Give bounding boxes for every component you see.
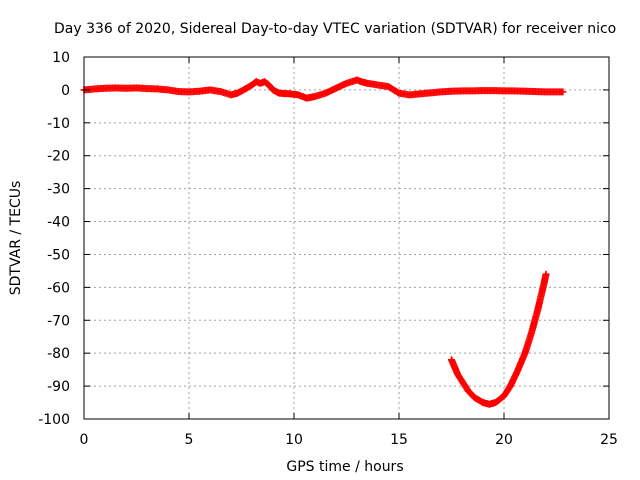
- series-1: [448, 270, 550, 408]
- y-tick-label: 10: [52, 50, 70, 66]
- plot-frame: [83, 56, 610, 420]
- tick-layer: 10 0 -10 -20 -30 -40 -50 -60 -70 -80 -90 -100 0 5 10 15…: [38, 50, 618, 448]
- y-tick-label: -100: [38, 412, 70, 428]
- y-tick-label: -40: [47, 215, 70, 231]
- y-tick-label: -20: [47, 149, 70, 165]
- data-point: [559, 88, 567, 96]
- x-tick-label: 0: [80, 432, 89, 448]
- grid-layer: [84, 57, 609, 419]
- y-tick-label: -50: [47, 247, 70, 263]
- y-tick-label: -30: [47, 182, 70, 198]
- x-axis-title: GPS time / hours: [286, 459, 403, 475]
- x-tick-label: 15: [390, 432, 408, 448]
- chart-title: Day 336 of 2020, Sidereal Day-to-day VTE…: [54, 21, 616, 37]
- y-tick-label: -60: [47, 280, 70, 296]
- axis-layer: [83, 56, 610, 420]
- x-tick-label: 20: [495, 432, 513, 448]
- y-tick-label: -90: [47, 379, 70, 395]
- y-tick-label: -80: [47, 346, 70, 362]
- series-0: [80, 76, 567, 102]
- data-point: [542, 270, 550, 278]
- x-tick-label: 25: [600, 432, 618, 448]
- y-axis-title: SDTVAR / TECUs: [8, 181, 24, 296]
- y-tick-label: -10: [47, 116, 70, 132]
- y-tick-label: 0: [61, 83, 70, 99]
- y-tick-label: -70: [47, 313, 70, 329]
- x-tick-label: 10: [285, 432, 303, 448]
- series-layer: [80, 76, 567, 408]
- x-tick-label: 5: [185, 432, 194, 448]
